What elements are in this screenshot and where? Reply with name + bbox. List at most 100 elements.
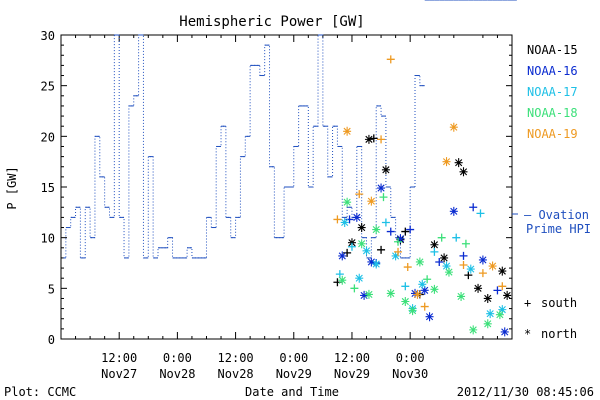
x-tick-label-time: 0:00: [163, 351, 192, 365]
y-tick-label: 15: [41, 181, 55, 195]
x-tick-label-date: Nov30: [392, 367, 428, 381]
footer-plot-credit: Plot: CCMC: [4, 385, 76, 399]
north-point: [457, 291, 466, 301]
south-point: [401, 227, 410, 236]
north-point: [362, 246, 371, 256]
x-tick-label-date: Nov28: [159, 367, 195, 381]
south-point: [343, 248, 352, 257]
south-point: [459, 261, 468, 270]
north-point: [440, 253, 449, 263]
north-point: [352, 212, 361, 222]
north-point: [413, 289, 422, 299]
north-point: [430, 284, 439, 294]
south-point: [430, 247, 439, 256]
north-point: [364, 134, 373, 144]
north-point: [338, 251, 347, 261]
north-point: [503, 290, 512, 300]
north-point: [396, 234, 405, 244]
x-tick-label-date: Nov29: [334, 367, 370, 381]
south-point: [386, 55, 395, 64]
north-point: [343, 197, 352, 207]
north-point: [343, 126, 352, 136]
south-point: [406, 225, 415, 234]
x-axis: 12:00 Nov27 0:00 Nov28 12:00 Nov28 0:00 Nov29 12…: [75, 35, 513, 381]
north-point: [469, 325, 478, 335]
satellite-points: [333, 55, 512, 337]
south-point: [347, 242, 356, 251]
south-point: [498, 282, 507, 291]
north-point: [430, 240, 439, 250]
south-point: [377, 245, 386, 254]
legend-satellite-label: NOAA-15: [527, 43, 578, 57]
legend-symbol-label: north: [541, 327, 577, 341]
south-point: [437, 233, 446, 242]
south-point: [459, 251, 468, 260]
south-point: [369, 134, 378, 143]
north-point: [444, 267, 453, 277]
x-tick-label-time: 12:00: [218, 351, 254, 365]
north-point: [411, 288, 420, 298]
north-point: [488, 261, 497, 271]
x-tick-label-date: Nov28: [218, 367, 254, 381]
north-point: [420, 285, 429, 295]
south-point: [386, 227, 395, 236]
north-point: [381, 165, 390, 175]
y-tick-label: 10: [41, 232, 55, 246]
legend-symbol: +: [524, 296, 531, 310]
south-point: [379, 193, 388, 202]
north-point: [408, 306, 417, 316]
south-point: [478, 269, 487, 278]
north-point: [442, 157, 451, 167]
south-point: [423, 275, 432, 284]
x-tick-label-date: Nov27: [101, 367, 137, 381]
y-axis: 0 5 10 15 20 25 30: [41, 29, 512, 347]
north-point: [454, 158, 463, 168]
north-point: [449, 206, 458, 216]
north-point: [474, 283, 483, 293]
y-tick-label: 25: [41, 80, 55, 94]
legend-symbol-label: south: [541, 296, 577, 310]
north-point: [486, 309, 495, 319]
y-tick-label: 0: [48, 333, 55, 347]
north-point: [500, 327, 509, 337]
north-point: [367, 196, 376, 206]
x-tick-label-time: 12:00: [101, 351, 137, 365]
north-point: [459, 167, 468, 177]
north-point: [498, 305, 507, 315]
north-point: [418, 279, 427, 289]
south-point: [403, 263, 412, 272]
north-point: [360, 290, 369, 300]
north-point: [357, 223, 366, 233]
south-point: [377, 135, 386, 144]
south-point: [394, 247, 403, 256]
north-point: [338, 275, 347, 285]
legend-symbol: *: [524, 327, 531, 341]
north-point: [340, 217, 349, 227]
legend: NOAA-15 NOAA-16 NOAA-17 NOAA-18 NOAA-19 – Ova…: [512, 43, 591, 341]
north-point: [372, 225, 381, 235]
south-point: [394, 237, 403, 246]
north-point: [425, 312, 434, 322]
south-point: [350, 284, 359, 293]
x-tick-label-time: 0:00: [279, 351, 308, 365]
x-tick-label-time: 12:00: [334, 351, 370, 365]
south-point: [333, 215, 342, 224]
north-point: [401, 297, 410, 307]
south-point: [335, 270, 344, 279]
ovation-line: [63, 34, 425, 259]
north-point: [367, 257, 376, 267]
south-point: [452, 233, 461, 242]
legend-ovation-label-2: Prime HPI: [526, 222, 591, 236]
north-point: [391, 251, 400, 261]
legend-satellite-label: NOAA-18: [527, 106, 578, 120]
north-point: [364, 289, 373, 299]
north-point: [386, 288, 395, 298]
north-point: [415, 257, 424, 267]
north-point: [495, 310, 504, 320]
legend-ovation-label-1: – Ovation: [524, 208, 589, 222]
north-point: [483, 293, 492, 303]
y-tick-label: 5: [48, 282, 55, 296]
footer-timestamp: 2012/11/30 08:45:06: [457, 385, 594, 399]
north-point: [357, 239, 366, 249]
north-point: [478, 255, 487, 265]
